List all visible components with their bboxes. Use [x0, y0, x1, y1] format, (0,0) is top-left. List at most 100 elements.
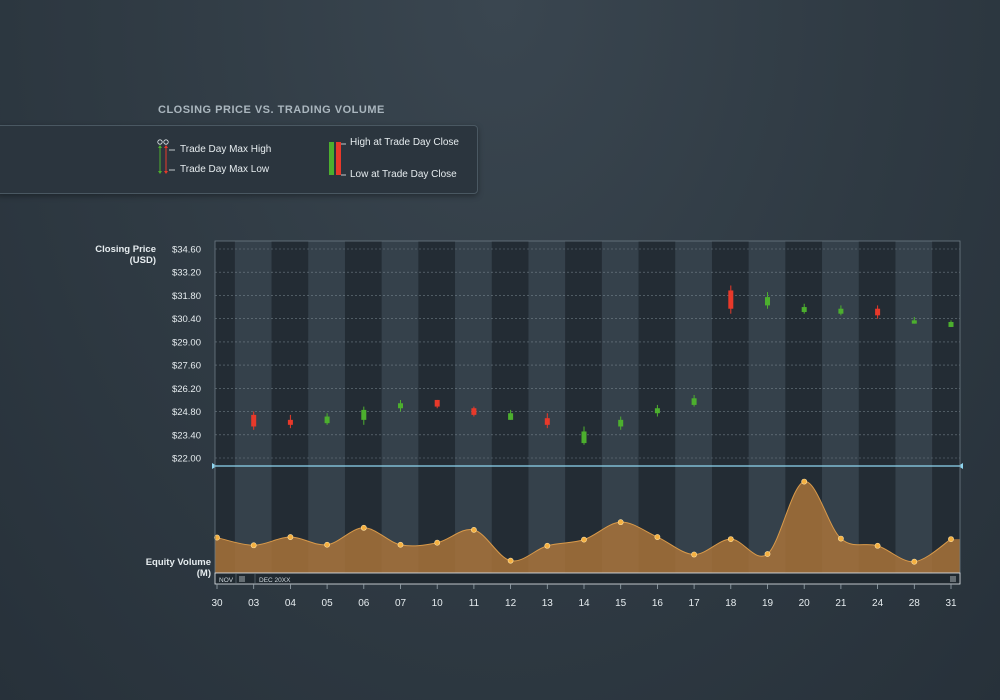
- x-tick-label: 13: [542, 598, 554, 609]
- candle-body: [948, 321, 954, 327]
- y-tick-label: $29.00: [172, 337, 201, 348]
- candle-07: [398, 399, 403, 412]
- y-tick-label: $33.20: [172, 268, 201, 279]
- x-tick-label: 06: [358, 598, 370, 609]
- y-tick-label: $31.80: [172, 291, 201, 302]
- volume-point-05: [324, 541, 330, 548]
- x-tick-label: 31: [945, 598, 957, 609]
- candle-body: [287, 419, 293, 425]
- candle-12: [508, 409, 514, 420]
- volume-axis-label-line1: Equity Volume: [145, 557, 211, 568]
- price-axis-label-line2: (USD): [129, 255, 156, 266]
- x-tick-label: 05: [322, 598, 334, 609]
- column-band: [234, 241, 272, 573]
- candle-body: [361, 409, 367, 420]
- legend-max-low: Trade Day Max Low: [180, 164, 270, 175]
- volume-point-30: [214, 534, 220, 541]
- candle-14: [581, 426, 587, 445]
- y-tick-label: $26.20: [172, 384, 201, 395]
- column-band: [601, 241, 639, 573]
- divider-handle-right: [958, 463, 963, 469]
- volume-point-06: [360, 524, 367, 531]
- candle-body: [728, 290, 734, 309]
- y-tick-label: $30.40: [172, 314, 201, 325]
- volume-point-13: [544, 542, 551, 549]
- volume-point-19: [764, 551, 771, 557]
- candle-06: [361, 406, 367, 425]
- x-tick-label: 04: [285, 598, 297, 609]
- candle-15: [618, 416, 624, 430]
- legend-low-close: Low at Trade Day Close: [350, 169, 457, 180]
- chart-title: CLOSING PRICE VS. TRADING VOLUME: [158, 104, 385, 116]
- volume-point-15: [617, 519, 624, 526]
- x-tick-label: 14: [578, 598, 590, 609]
- candle-18: [728, 285, 734, 314]
- candle-16: [654, 404, 660, 417]
- volume-point-10: [434, 539, 441, 546]
- column-band: [528, 241, 566, 573]
- candle-19: [765, 292, 770, 309]
- candle-body: [251, 414, 257, 427]
- volume-point-24: [874, 542, 881, 549]
- candle-body: [398, 403, 403, 409]
- x-tick-label: 19: [762, 598, 774, 609]
- volume-axis-label: Equity Volume (M): [100, 557, 211, 579]
- navigator-bar: [214, 572, 961, 585]
- divider-handle-left: [212, 463, 217, 469]
- candle-21: [838, 305, 844, 316]
- x-tick-label: 12: [505, 598, 517, 609]
- x-tick-label: 18: [725, 598, 737, 609]
- x-tick-label: 21: [835, 598, 847, 609]
- volume-area: [215, 481, 960, 573]
- x-tick-label: 20: [799, 598, 811, 609]
- y-tick-label: $22.00: [172, 454, 201, 465]
- volume-point-04: [287, 534, 294, 540]
- volume-axis-label-line2: (M): [196, 568, 211, 579]
- candle-body: [324, 416, 330, 424]
- x-tick-label: 03: [248, 598, 260, 609]
- volume-point-28: [911, 558, 918, 565]
- candle-13: [544, 413, 550, 429]
- y-tick-label: $24.80: [172, 407, 201, 418]
- price-axis-label: Closing Price (USD): [70, 244, 156, 266]
- legend-panel: Trade Day Max High Trade Day Max Low Hig…: [0, 125, 478, 194]
- volume-point-03: [250, 542, 257, 549]
- x-tick-label: 28: [909, 598, 921, 609]
- candle-body: [434, 399, 440, 407]
- max-high-low-icon: [157, 139, 175, 174]
- volume-point-18: [727, 536, 734, 543]
- x-tick-label: 17: [689, 598, 701, 609]
- volume-point-11: [470, 526, 477, 533]
- candle-05: [324, 413, 330, 425]
- x-tick-label: 16: [652, 598, 664, 609]
- navigator-nov-label: NOV: [219, 577, 234, 584]
- column-band: [308, 241, 345, 573]
- volume-point-07: [397, 541, 404, 548]
- candle-body: [911, 320, 917, 324]
- candle-body: [508, 413, 514, 420]
- candle-04: [287, 414, 293, 429]
- candle-20: [801, 303, 807, 314]
- volume-point-16: [654, 534, 661, 540]
- legend-max-high: Trade Day Max High: [180, 144, 272, 155]
- volume-point-20: [801, 478, 808, 485]
- candle-body: [581, 431, 587, 444]
- price-axis-label-line1: Closing Price: [95, 244, 156, 255]
- candle-17: [691, 394, 697, 407]
- column-band: [675, 241, 712, 573]
- x-tick-label: 07: [395, 598, 407, 609]
- candle-body: [765, 297, 770, 306]
- legend-symbols: [157, 139, 346, 176]
- candle-28: [911, 317, 917, 324]
- y-tick-label: $27.60: [172, 361, 201, 372]
- y-tick-label: $34.60: [172, 245, 201, 256]
- candle-31: [948, 320, 954, 327]
- x-tick-label: 24: [872, 598, 884, 609]
- column-band: [748, 241, 786, 573]
- volume-point-12: [507, 557, 514, 564]
- volume-point-14: [581, 536, 587, 543]
- candle-03: [251, 411, 257, 430]
- x-tick-label: 11: [469, 598, 480, 609]
- y-tick-label: $23.40: [172, 430, 201, 441]
